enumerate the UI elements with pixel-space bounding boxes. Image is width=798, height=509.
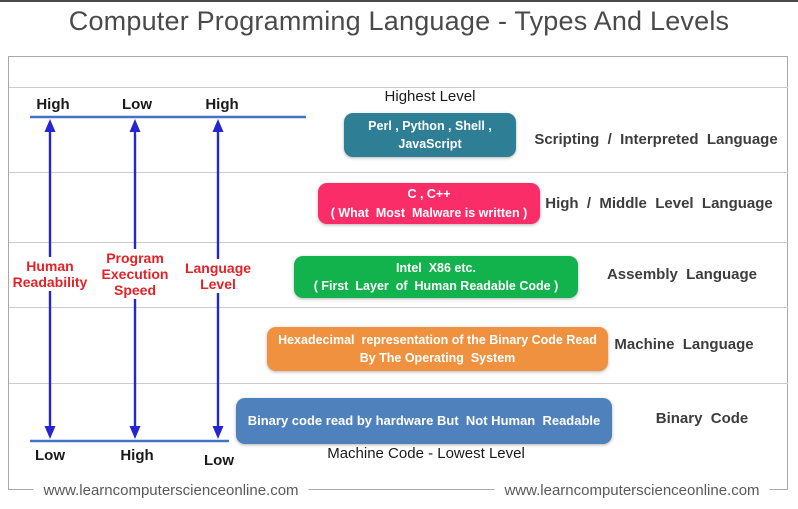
box-text-line: Binary code read by hardware But Not Hum… — [247, 412, 601, 428]
category-high-middle-language: High / Middle Level Language — [545, 195, 773, 212]
lowest-level-note: Machine Code - Lowest Level — [327, 445, 525, 462]
box-text-line: Perl , Python , Shell , — [368, 118, 492, 133]
dimension-label-execution-speed: Program Execution Speed — [98, 249, 172, 300]
box-text-line: ( What Most Malware is written ) — [330, 205, 528, 220]
axis-top-label: Low — [122, 96, 152, 113]
row-separator — [9, 307, 788, 308]
box-text-line: JavaScript — [398, 137, 462, 151]
dimension-line: Level — [200, 276, 236, 293]
binary-code-box: Binary code read by hardware But Not Hum… — [236, 398, 612, 444]
category-scripting-language: Scripting / Interpreted Language — [534, 131, 778, 148]
footer-site-url-right: www.learncomputerscienceonline.com — [494, 482, 770, 499]
assembly-language-box: Intel X86 etc. ( First Layer of Human Re… — [294, 256, 578, 298]
dimension-label-human-readability: Human Readability — [9, 257, 91, 292]
machine-language-box: Hexadecimal representation of the Binary… — [267, 327, 608, 371]
dimension-line: Human — [26, 258, 74, 274]
arrowhead-down-icon — [129, 426, 141, 439]
category-assembly-language: Assembly Language — [606, 266, 758, 283]
row-separator — [9, 242, 788, 243]
highest-level-note: Highest Level — [384, 88, 476, 105]
arrowhead-down-icon — [212, 426, 224, 439]
dimension-label-language-level: Language Level — [181, 259, 255, 294]
axis-bottom-label: Low — [35, 447, 65, 464]
box-text-line: ( First Layer of Human Readable Code ) — [313, 279, 559, 293]
diagram-frame — [8, 56, 788, 490]
dimension-line: Readability — [12, 274, 88, 291]
box-text-line: C , C++ — [407, 187, 451, 202]
row-separator — [9, 383, 788, 384]
axis-top-label: High — [36, 96, 70, 113]
axis-top-label: High — [205, 96, 239, 113]
arrowhead-up-icon — [44, 119, 56, 132]
row-separator — [9, 172, 788, 173]
dimension-line: Program — [106, 250, 164, 266]
box-text-line: Intel X86 etc. — [396, 260, 476, 275]
high-level-language-box: C , C++ ( What Most Malware is written ) — [318, 183, 540, 224]
dimension-line: Execution — [101, 266, 169, 283]
box-text-line: By The Operating System — [359, 351, 516, 365]
category-machine-language: Machine Language — [614, 336, 754, 353]
arrowhead-up-icon — [212, 119, 224, 132]
axis-bottom-label: High — [120, 447, 154, 464]
page-title: Computer Programming Language - Types An… — [68, 6, 730, 36]
category-binary-code: Binary Code — [655, 410, 749, 427]
dimension-line: Speed — [113, 282, 156, 299]
arrowhead-down-icon — [44, 426, 56, 439]
box-text-line: Hexadecimal representation of the Binary… — [278, 332, 597, 347]
scripting-language-box: Perl , Python , Shell , JavaScript — [344, 113, 516, 157]
dimension-line: Language — [184, 260, 252, 276]
footer-site-url-left: www.learncomputerscienceonline.com — [33, 482, 309, 499]
arrowhead-up-icon — [129, 119, 141, 132]
row-separator — [9, 87, 788, 88]
axis-bottom-label: Low — [204, 452, 234, 469]
top-rule — [0, 0, 798, 2]
